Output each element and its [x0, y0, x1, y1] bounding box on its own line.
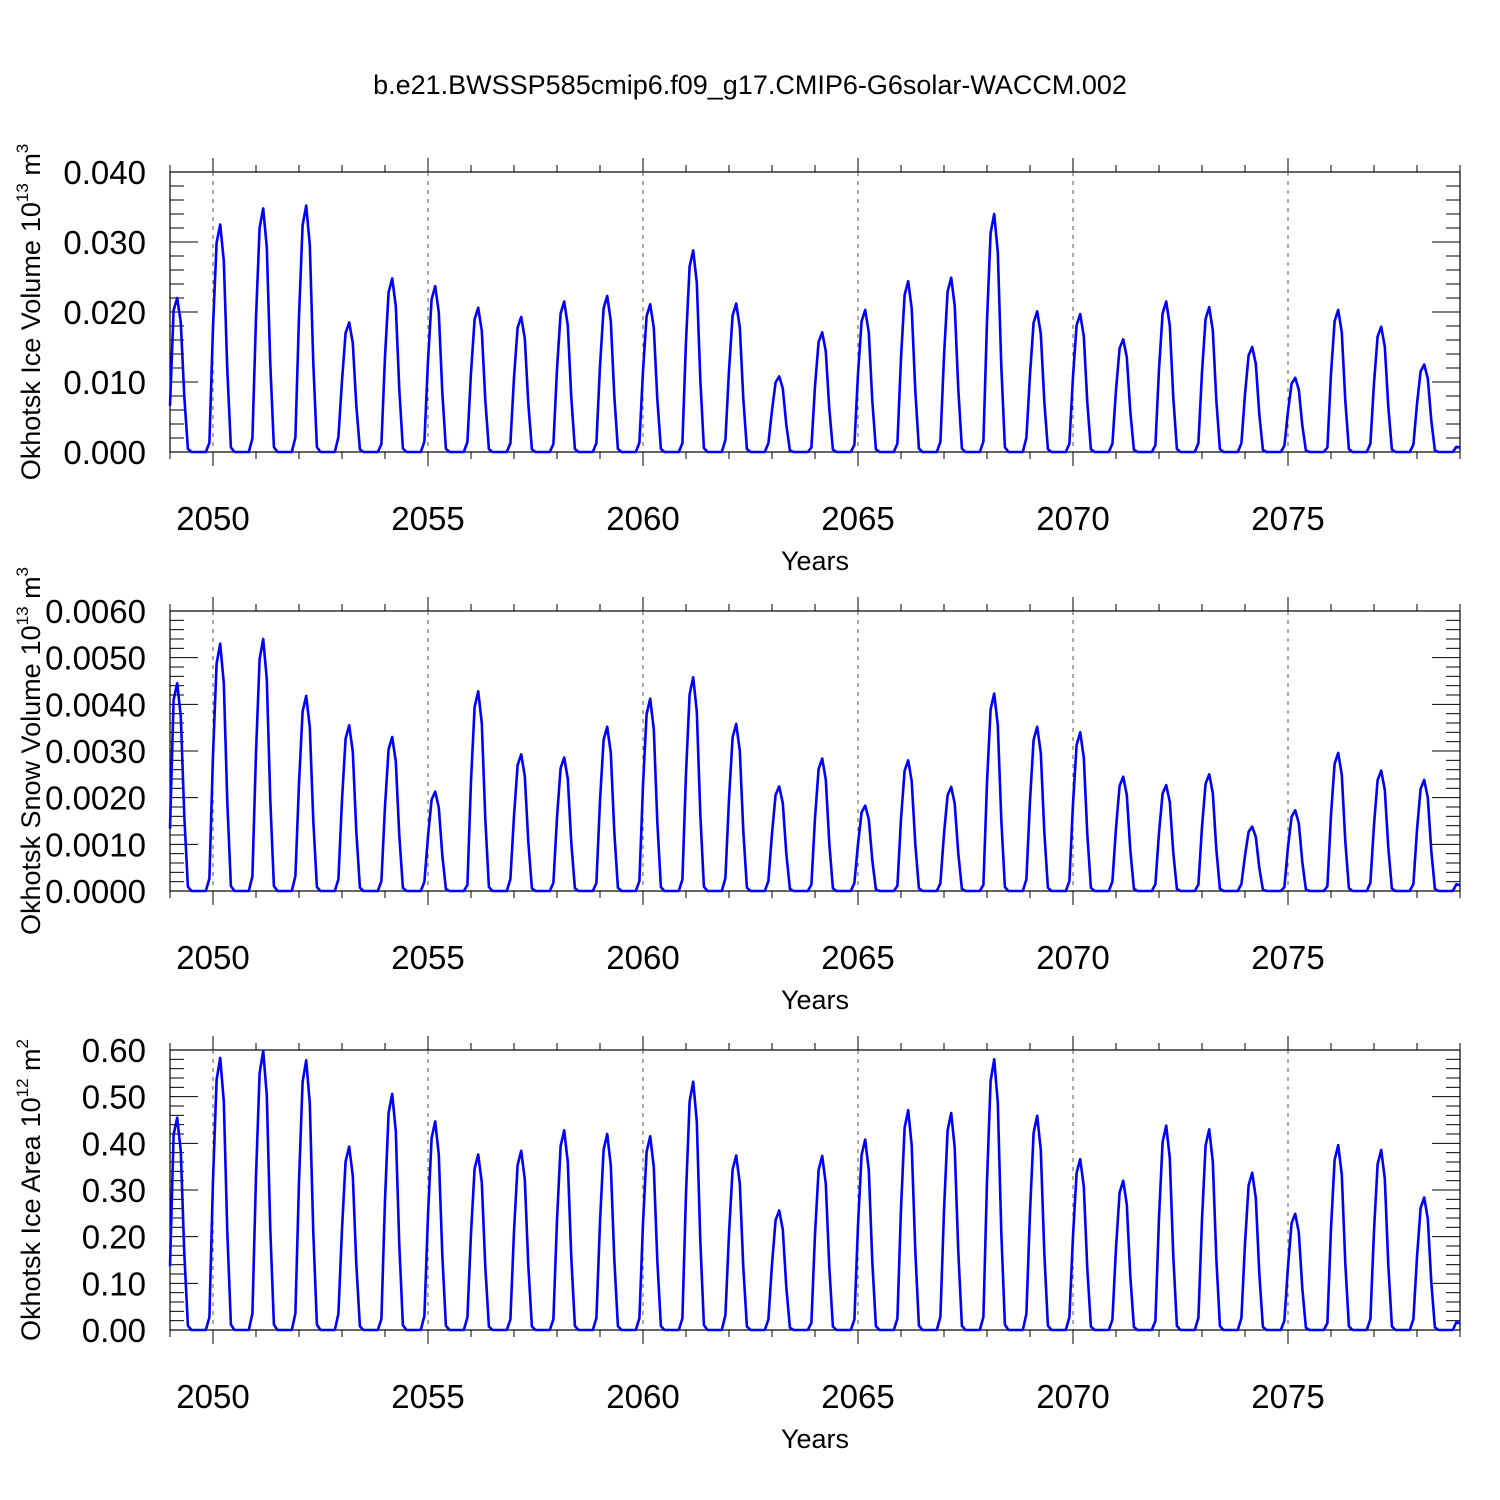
y-tick-label: 0.0030	[45, 733, 146, 770]
y-tick-label: 0.40	[82, 1125, 146, 1162]
plot-frame	[169, 610, 1461, 892]
y-tick-label: 0.10	[82, 1265, 146, 1302]
y-axis-unit-tail: m	[16, 153, 46, 183]
x-axis: 2050 2055 2060 2065 2070 2075	[169, 597, 1461, 976]
x-tick-label: 2050	[176, 939, 249, 976]
y-tick-label: 0.00	[82, 1312, 146, 1349]
x-tick-label: 2075	[1251, 939, 1324, 976]
x-axis: 2050 2055 2060 2065 2070 2075	[169, 158, 1461, 537]
plot-frame	[169, 171, 1461, 453]
x-tick-label: 2070	[1036, 939, 1109, 976]
panel-2: 2050 2055 2060 2065 2070 2075 Years 0.0000 0.001…	[13, 567, 1461, 1015]
y-axis: 0.0000 0.0010 0.0020 0.0030 0.0040 0.0050 0.00…	[45, 593, 1460, 910]
y-tick-label: 0.0040	[45, 686, 146, 723]
y-axis-unit-exponent: 12	[13, 1078, 32, 1097]
x-axis-label: Years	[781, 546, 849, 576]
y-axis-label-text: Okhotsk Snow Volume	[16, 663, 46, 935]
plot-frame	[169, 1049, 1461, 1331]
y-tick-label: 0.50	[82, 1079, 146, 1116]
x-tick-label: 2065	[821, 500, 894, 537]
y-tick-label: 0.040	[63, 154, 146, 191]
panel-3: 2050 2055 2060 2065 2070 2075 Years 0.00 0.10 0.2…	[13, 1032, 1461, 1454]
y-axis-unit-tail-exponent: 3	[13, 144, 32, 153]
y-tick-label: 0.60	[82, 1032, 146, 1069]
y-axis-unit-exponent: 13	[13, 606, 32, 625]
x-tick-label: 2075	[1251, 500, 1324, 537]
y-axis-unit-exponent: 13	[13, 183, 32, 202]
y-axis-unit-tail: m	[16, 1048, 46, 1078]
x-tick-label: 2060	[606, 1378, 679, 1415]
y-axis-unit-tail: m	[16, 576, 46, 606]
y-axis: 0.00 0.10 0.20 0.30 0.40 0.50 0.60	[82, 1032, 1460, 1349]
x-axis-label: Years	[781, 1424, 849, 1454]
y-tick-label: 0.0050	[45, 640, 146, 677]
x-tick-label: 2055	[391, 1378, 464, 1415]
y-tick-label: 0.0060	[45, 593, 146, 630]
x-tick-label: 2055	[391, 939, 464, 976]
x-tick-label: 2065	[821, 939, 894, 976]
chart-title: b.e21.BWSSP585cmip6.f09_g17.CMIP6-G6sola…	[373, 70, 1127, 100]
y-tick-label: 0.010	[63, 364, 146, 401]
y-axis: 0.000 0.010 0.020 0.030 0.040	[63, 154, 1460, 471]
y-axis-unit-base: 10	[16, 1097, 46, 1127]
x-tick-label: 2065	[821, 1378, 894, 1415]
x-axis: 2050 2055 2060 2065 2070 2075	[169, 1036, 1461, 1415]
x-tick-label: 2055	[391, 500, 464, 537]
y-axis-label-text: Okhotsk Ice Area	[16, 1134, 46, 1341]
x-tick-label: 2070	[1036, 1378, 1109, 1415]
y-axis-unit-base: 10	[16, 202, 46, 232]
y-tick-label: 0.020	[63, 294, 146, 331]
y-axis-label: Okhotsk Ice Volume 1013 m3	[13, 144, 46, 481]
y-axis-label: Okhotsk Ice Area 1012 m2	[13, 1039, 46, 1341]
panel-1: 2050 2055 2060 2065 2070 2075Years0.0000.0100…	[13, 144, 1461, 576]
y-tick-label: 0.0020	[45, 780, 146, 817]
y-axis-label: Okhotsk Snow Volume 1013 m3	[13, 567, 46, 935]
y-tick-label: 0.000	[63, 434, 146, 471]
series-line	[168, 637, 1461, 893]
series-line	[168, 1049, 1461, 1332]
x-tick-label: 2060	[606, 500, 679, 537]
y-axis-unit-base: 10	[16, 625, 46, 655]
x-tick-label: 2050	[176, 1378, 249, 1415]
x-tick-label: 2070	[1036, 500, 1109, 537]
y-tick-label: 0.030	[63, 224, 146, 261]
y-axis-unit-tail-exponent: 2	[13, 1039, 32, 1048]
x-tick-label: 2075	[1251, 1378, 1324, 1415]
series-line	[168, 204, 1461, 454]
y-axis-unit-tail-exponent: 3	[13, 567, 32, 576]
y-tick-label: 0.30	[82, 1172, 146, 1209]
x-axis-label: Years	[781, 985, 849, 1015]
x-tick-label: 2060	[606, 939, 679, 976]
y-axis-label-text: Okhotsk Ice Volume	[16, 240, 46, 480]
y-tick-label: 0.0010	[45, 826, 146, 863]
x-tick-label: 2050	[176, 500, 249, 537]
y-tick-label: 0.0000	[45, 873, 146, 910]
y-tick-label: 0.20	[82, 1219, 146, 1256]
